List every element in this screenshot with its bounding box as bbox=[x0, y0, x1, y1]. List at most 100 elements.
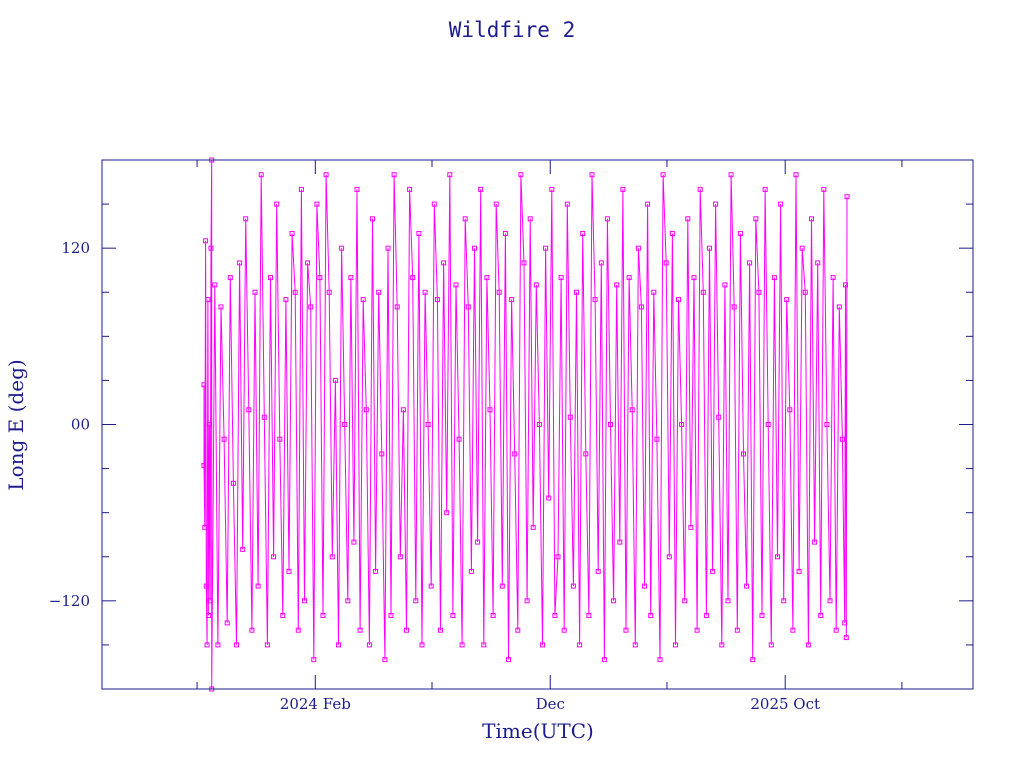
data-point bbox=[376, 289, 382, 295]
data-point bbox=[370, 216, 375, 222]
data-point bbox=[543, 245, 549, 251]
data-point bbox=[781, 598, 787, 604]
data-point bbox=[345, 598, 351, 604]
data-point bbox=[700, 289, 706, 295]
y-tick-label: 120 bbox=[61, 239, 90, 257]
data-point bbox=[586, 613, 592, 618]
data-point bbox=[796, 568, 802, 574]
data-point bbox=[805, 642, 811, 648]
chart-title: Wildfire 2 bbox=[449, 18, 575, 42]
data-point bbox=[462, 216, 468, 222]
data-point bbox=[308, 304, 314, 310]
data-point bbox=[564, 201, 570, 207]
data-point bbox=[499, 583, 505, 589]
data-point bbox=[243, 216, 249, 222]
data-point bbox=[611, 598, 617, 604]
data-point bbox=[283, 297, 289, 303]
data-point bbox=[206, 422, 212, 427]
data-point bbox=[818, 613, 824, 618]
data-point bbox=[484, 275, 490, 281]
data-point bbox=[716, 414, 722, 420]
data-point bbox=[292, 289, 298, 295]
data-point bbox=[407, 186, 413, 192]
data-point bbox=[286, 568, 292, 574]
data-point bbox=[366, 642, 372, 648]
data-point bbox=[447, 172, 453, 178]
data-point bbox=[676, 297, 681, 303]
data-point bbox=[626, 275, 632, 281]
data-point bbox=[468, 568, 474, 574]
data-point bbox=[669, 231, 675, 236]
data-point bbox=[204, 642, 210, 648]
data-point bbox=[842, 620, 848, 626]
data-point bbox=[348, 275, 354, 281]
data-point bbox=[478, 186, 484, 192]
data-point bbox=[809, 216, 814, 222]
data-point bbox=[703, 613, 709, 618]
data-point bbox=[821, 186, 827, 192]
data-point bbox=[601, 657, 607, 663]
data-point bbox=[354, 186, 360, 192]
data-point bbox=[481, 642, 487, 648]
data-point bbox=[218, 304, 224, 310]
data-point bbox=[227, 275, 233, 281]
data-point bbox=[438, 627, 443, 633]
data-point bbox=[629, 407, 635, 413]
data-point bbox=[373, 568, 379, 574]
data-point bbox=[827, 598, 833, 604]
data-point bbox=[750, 657, 756, 663]
data-point bbox=[799, 245, 805, 251]
data-point bbox=[836, 304, 842, 310]
data-point bbox=[258, 172, 264, 178]
x-axis-label: Time(UTC) bbox=[482, 719, 594, 743]
data-point bbox=[450, 613, 456, 618]
data-point bbox=[824, 422, 830, 427]
data-point bbox=[394, 304, 400, 310]
data-point bbox=[268, 275, 273, 281]
data-point bbox=[317, 275, 323, 281]
data-point bbox=[305, 260, 311, 266]
data-point bbox=[731, 304, 737, 310]
data-point bbox=[530, 524, 536, 530]
data-point bbox=[311, 657, 317, 663]
data-point bbox=[635, 245, 641, 251]
data-point bbox=[280, 613, 286, 618]
data-point bbox=[728, 172, 734, 178]
data-point bbox=[784, 297, 790, 303]
data-point bbox=[598, 260, 604, 266]
data-point bbox=[493, 201, 499, 207]
data-point bbox=[561, 627, 567, 633]
data-point bbox=[351, 539, 357, 545]
data-point bbox=[342, 422, 348, 427]
data-point bbox=[388, 613, 394, 618]
data-point bbox=[506, 657, 511, 663]
data-point bbox=[237, 260, 243, 266]
data-point bbox=[778, 201, 784, 207]
data-point bbox=[410, 275, 416, 281]
data-point bbox=[208, 245, 214, 251]
data-point bbox=[608, 422, 613, 427]
data-point bbox=[642, 583, 647, 589]
data-point bbox=[574, 289, 579, 295]
data-point bbox=[570, 583, 576, 589]
data-point bbox=[552, 613, 558, 618]
data-point bbox=[336, 642, 341, 648]
data-point bbox=[583, 451, 589, 457]
data-point bbox=[518, 172, 524, 178]
data-point bbox=[512, 451, 518, 457]
plot-data bbox=[201, 157, 850, 692]
data-point bbox=[839, 436, 845, 442]
data-point bbox=[657, 657, 663, 663]
data-point bbox=[487, 407, 493, 413]
data-point bbox=[589, 172, 595, 178]
data-point bbox=[202, 524, 208, 530]
data-point bbox=[688, 524, 694, 530]
data-point bbox=[685, 216, 691, 222]
data-point bbox=[623, 627, 629, 633]
data-point bbox=[201, 382, 207, 388]
data-point bbox=[360, 297, 366, 303]
data-point bbox=[434, 297, 440, 303]
data-point bbox=[771, 275, 777, 281]
data-point bbox=[645, 201, 651, 207]
data-point bbox=[620, 186, 626, 192]
